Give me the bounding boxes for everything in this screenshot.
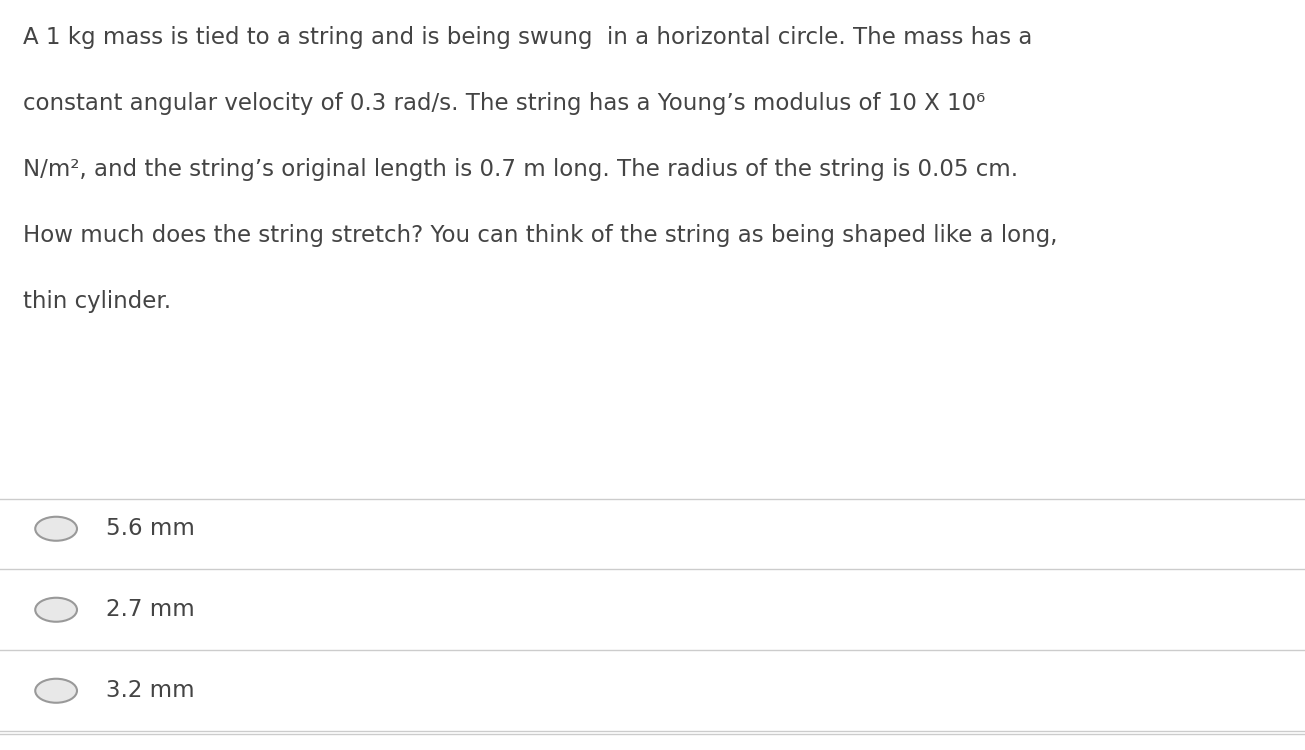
Text: constant angular velocity of 0.3 rad/s. The string has a Young’s modulus of 10 X: constant angular velocity of 0.3 rad/s. … (23, 92, 985, 116)
Text: How much does the string stretch? You can think of the string as being shaped li: How much does the string stretch? You ca… (23, 224, 1058, 248)
Circle shape (35, 517, 77, 541)
Text: 3.2 mm: 3.2 mm (106, 680, 194, 702)
Text: 5.6 mm: 5.6 mm (106, 518, 194, 540)
Text: N/m², and the string’s original length is 0.7 m long. The radius of the string i: N/m², and the string’s original length i… (23, 158, 1019, 182)
Circle shape (35, 679, 77, 703)
Text: 2.7 mm: 2.7 mm (106, 598, 194, 621)
Circle shape (35, 598, 77, 622)
Text: A 1 kg mass is tied to a string and is being swung  in a horizontal circle. The : A 1 kg mass is tied to a string and is b… (23, 26, 1032, 50)
Text: thin cylinder.: thin cylinder. (23, 290, 172, 314)
